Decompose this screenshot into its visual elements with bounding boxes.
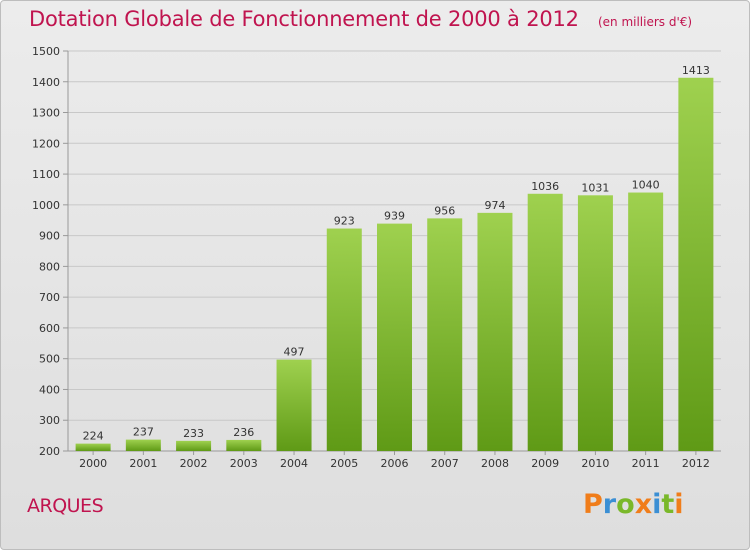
x-tick-label: 2011 bbox=[632, 457, 660, 470]
bar bbox=[577, 195, 613, 451]
data-label: 497 bbox=[284, 346, 305, 359]
data-label: 1031 bbox=[581, 181, 609, 194]
bar bbox=[125, 439, 161, 451]
y-tick-label: 500 bbox=[39, 353, 60, 366]
y-tick-label: 400 bbox=[39, 383, 60, 396]
bar bbox=[477, 212, 513, 451]
data-label: 939 bbox=[384, 210, 405, 223]
logo-letter: t bbox=[661, 489, 675, 520]
place-name: ARQUES bbox=[27, 495, 104, 517]
x-tick-label: 2005 bbox=[330, 457, 358, 470]
data-label: 1413 bbox=[682, 64, 710, 77]
bar bbox=[226, 439, 262, 451]
logo-letter: P bbox=[583, 489, 603, 520]
y-tick-label: 700 bbox=[39, 291, 60, 304]
x-tick-label: 2003 bbox=[230, 457, 258, 470]
proxiti-logo[interactable]: Proxiti bbox=[583, 489, 684, 520]
bar bbox=[75, 443, 111, 451]
logo-letter: r bbox=[602, 489, 617, 520]
y-tick-label: 1300 bbox=[32, 107, 60, 120]
logo-letter: x bbox=[634, 489, 653, 520]
y-tick-label: 800 bbox=[39, 260, 60, 273]
x-tick-label: 2007 bbox=[431, 457, 459, 470]
x-tick-label: 2006 bbox=[381, 457, 409, 470]
data-label: 923 bbox=[334, 215, 355, 228]
x-tick-label: 2004 bbox=[280, 457, 308, 470]
x-tick-label: 2009 bbox=[531, 457, 559, 470]
bar bbox=[176, 440, 212, 451]
title-row: Dotation Globale de Fonctionnement de 20… bbox=[29, 7, 692, 31]
y-tick-label: 600 bbox=[39, 322, 60, 335]
y-tick-label: 1200 bbox=[32, 137, 60, 150]
bar bbox=[427, 218, 463, 451]
label-layer: 224 237 233 236 497 923 939 956 974 1036 1031 1040 1… bbox=[83, 64, 710, 443]
y-tick-label: 1500 bbox=[32, 45, 60, 58]
data-label: 1040 bbox=[632, 179, 660, 192]
x-tick-label: 2000 bbox=[79, 457, 107, 470]
y-tick-label: 900 bbox=[39, 230, 60, 243]
data-label: 237 bbox=[133, 426, 154, 439]
x-tick-label: 2001 bbox=[129, 457, 157, 470]
chart-title: Dotation Globale de Fonctionnement de 20… bbox=[29, 7, 579, 31]
data-label: 224 bbox=[83, 430, 104, 443]
data-label: 974 bbox=[484, 199, 505, 212]
y-tick-label: 1100 bbox=[32, 168, 60, 181]
y-tick-label: 1400 bbox=[32, 76, 60, 89]
bar-layer bbox=[75, 77, 714, 452]
y-tick-label: 300 bbox=[39, 414, 60, 427]
data-label: 956 bbox=[434, 204, 455, 217]
axis-layer: 200 300 400 500 600 700 800 900 1000 1100 1200 1300… bbox=[32, 45, 721, 470]
bar bbox=[276, 359, 312, 451]
x-tick-label: 2010 bbox=[581, 457, 609, 470]
x-tick-label: 2012 bbox=[682, 457, 710, 470]
data-label: 236 bbox=[233, 426, 254, 439]
x-tick-label: 2002 bbox=[180, 457, 208, 470]
bar bbox=[678, 77, 714, 452]
bar bbox=[527, 193, 563, 451]
bar bbox=[628, 192, 664, 452]
chart-subtitle: (en milliers d'€) bbox=[597, 15, 693, 29]
y-tick-label: 1000 bbox=[32, 199, 60, 212]
logo-letter: i bbox=[652, 489, 662, 520]
logo-letter: i bbox=[674, 489, 684, 520]
y-tick-label: 200 bbox=[39, 445, 60, 458]
data-label: 233 bbox=[183, 427, 204, 440]
bar bbox=[377, 223, 412, 451]
x-tick-label: 2008 bbox=[481, 457, 509, 470]
bar bbox=[326, 228, 362, 451]
data-label: 1036 bbox=[531, 180, 559, 193]
logo-letter: o bbox=[616, 489, 635, 520]
